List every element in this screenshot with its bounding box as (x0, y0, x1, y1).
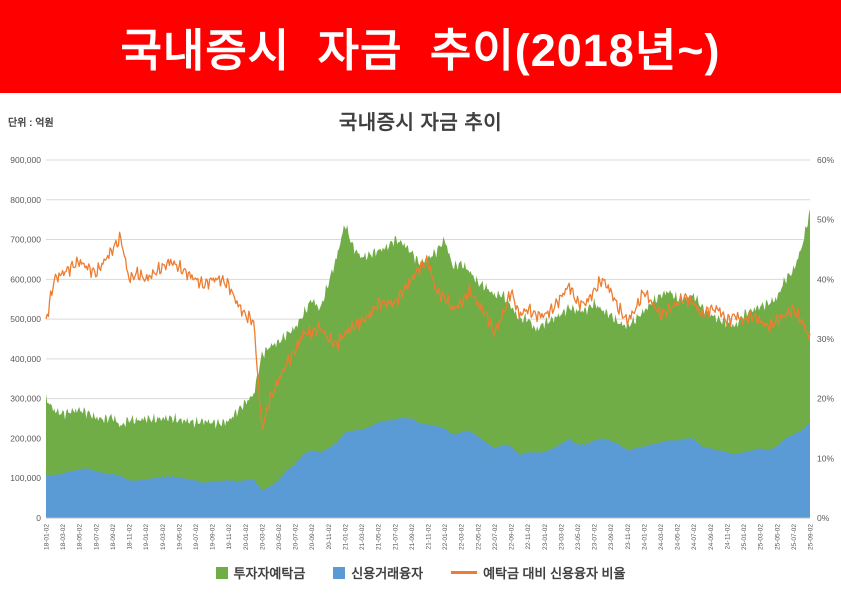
svg-text:18-09-02: 18-09-02 (110, 524, 117, 550)
svg-text:21-07-02: 21-07-02 (392, 524, 399, 550)
svg-text:500,000: 500,000 (10, 314, 41, 324)
svg-text:600,000: 600,000 (10, 274, 41, 284)
svg-text:20-05-02: 20-05-02 (276, 524, 283, 550)
svg-text:24-11-02: 24-11-02 (724, 524, 731, 550)
svg-text:25-07-02: 25-07-02 (791, 524, 798, 550)
deposits-swatch-icon (215, 566, 228, 579)
left-axis-labels: 0 100,000 200,000 300,000 400,000 500,000 600,… (10, 155, 41, 523)
svg-text:24-07-02: 24-07-02 (691, 524, 698, 550)
svg-text:22-05-02: 22-05-02 (475, 524, 482, 550)
svg-text:25-09-02: 25-09-02 (808, 524, 815, 550)
svg-text:60%: 60% (817, 155, 834, 165)
svg-text:40%: 40% (817, 274, 834, 284)
legend-item-deposits: 투자자예탁금 (215, 563, 306, 582)
banner-title: 국내증시 자금 추이(2018년~) (120, 25, 721, 76)
svg-text:24-01-02: 24-01-02 (641, 524, 648, 550)
svg-text:18-07-02: 18-07-02 (93, 524, 100, 550)
svg-text:22-03-02: 22-03-02 (459, 524, 466, 550)
svg-text:21-09-02: 21-09-02 (409, 524, 416, 550)
svg-text:20-07-02: 20-07-02 (293, 524, 300, 550)
svg-text:24-05-02: 24-05-02 (675, 524, 682, 550)
svg-text:0%: 0% (817, 513, 830, 523)
unit-label: 단위 : 억원 (8, 118, 54, 129)
svg-text:24-09-02: 24-09-02 (708, 524, 715, 550)
margin-swatch-icon (333, 566, 346, 579)
header-banner: 국내증시 자금 추이(2018년~) (0, 0, 841, 93)
svg-text:22-09-02: 22-09-02 (509, 524, 516, 550)
x-axis-labels: 18-01-02 18-03-02 18-05-02 18-07-02 18-09-02… (44, 524, 815, 550)
svg-text:18-03-02: 18-03-02 (60, 524, 67, 550)
svg-text:25-01-02: 25-01-02 (741, 524, 748, 550)
legend-item-margin: 신용거래융자 (333, 563, 423, 582)
svg-text:23-11-02: 23-11-02 (625, 524, 632, 550)
margin-area (46, 417, 810, 518)
svg-text:10%: 10% (817, 453, 834, 463)
svg-text:18-01-02: 18-01-02 (44, 524, 51, 550)
svg-text:24-03-02: 24-03-02 (658, 524, 665, 550)
svg-text:23-03-02: 23-03-02 (558, 524, 565, 550)
svg-text:21-11-02: 21-11-02 (426, 524, 433, 550)
deposits-area (46, 208, 810, 518)
svg-text:20-01-02: 20-01-02 (243, 524, 250, 550)
svg-text:23-05-02: 23-05-02 (575, 524, 582, 550)
right-axis-labels: 0% 10% 20% 30% 40% 50% 60% (817, 155, 834, 523)
svg-text:900,000: 900,000 (10, 155, 41, 165)
svg-text:21-03-02: 21-03-02 (359, 524, 366, 550)
svg-text:700,000: 700,000 (10, 235, 41, 245)
svg-text:19-09-02: 19-09-02 (210, 524, 217, 550)
svg-text:200,000: 200,000 (10, 433, 41, 443)
svg-text:800,000: 800,000 (10, 195, 41, 205)
legend-label-margin: 신용거래융자 (351, 566, 424, 581)
chart-legend: 투자자예탁금 신용거래융자 예탁금 대비 신용융자 비율 (0, 563, 841, 582)
svg-text:25-03-02: 25-03-02 (758, 524, 765, 550)
ratio-line-swatch-icon (451, 571, 478, 574)
svg-text:20%: 20% (817, 394, 834, 404)
svg-text:19-11-02: 19-11-02 (226, 524, 233, 550)
svg-text:23-07-02: 23-07-02 (592, 524, 599, 550)
legend-label-deposits: 투자자예탁금 (233, 566, 306, 581)
chart-title: 국내증시 자금 추이 (338, 112, 503, 134)
svg-text:18-05-02: 18-05-02 (77, 524, 84, 550)
svg-text:22-07-02: 22-07-02 (492, 524, 499, 550)
svg-text:100,000: 100,000 (10, 473, 41, 483)
svg-text:22-11-02: 22-11-02 (525, 524, 532, 550)
svg-text:20-03-02: 20-03-02 (259, 524, 266, 550)
svg-text:20-11-02: 20-11-02 (326, 524, 333, 550)
svg-text:19-05-02: 19-05-02 (176, 524, 183, 550)
svg-text:22-01-02: 22-01-02 (442, 524, 449, 550)
legend-item-ratio: 예탁금 대비 신용융자 비율 (451, 563, 625, 582)
svg-text:23-01-02: 23-01-02 (542, 524, 549, 550)
svg-text:0: 0 (36, 513, 41, 523)
svg-text:18-11-02: 18-11-02 (127, 524, 134, 550)
svg-text:25-05-02: 25-05-02 (774, 524, 781, 550)
svg-text:19-07-02: 19-07-02 (193, 524, 200, 550)
svg-text:21-01-02: 21-01-02 (342, 524, 349, 550)
ratio-line (45, 231, 811, 430)
svg-text:19-03-02: 19-03-02 (160, 524, 167, 550)
svg-text:21-05-02: 21-05-02 (376, 524, 383, 550)
svg-text:30%: 30% (817, 334, 834, 344)
svg-text:400,000: 400,000 (10, 354, 41, 364)
svg-text:300,000: 300,000 (10, 394, 41, 404)
svg-text:50%: 50% (817, 215, 834, 225)
svg-text:20-09-02: 20-09-02 (309, 524, 316, 550)
svg-text:23-09-02: 23-09-02 (608, 524, 615, 550)
legend-label-ratio: 예탁금 대비 신용융자 비율 (483, 566, 626, 581)
svg-text:19-01-02: 19-01-02 (143, 524, 150, 550)
